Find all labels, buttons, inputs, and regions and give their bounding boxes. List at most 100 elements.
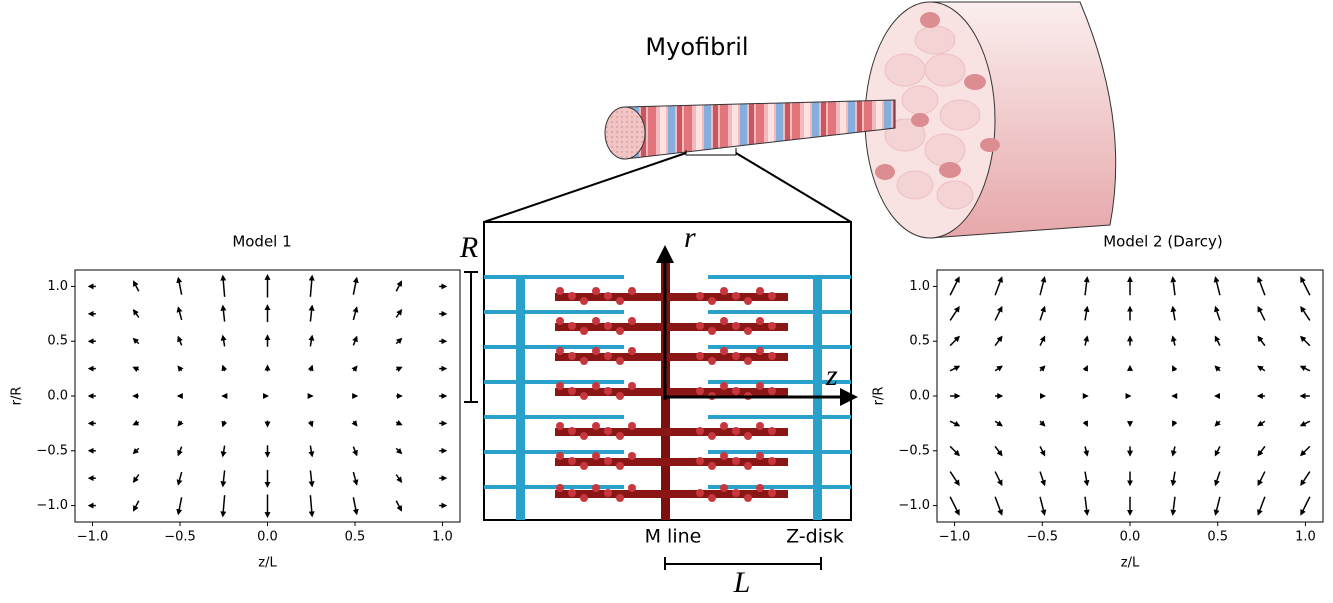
- quiver-arrow: [1082, 420, 1088, 427]
- quiver-arrow: [1039, 305, 1046, 321]
- quiver-arrow: [994, 420, 1003, 427]
- sarcomere-diagram: [483, 221, 852, 521]
- myosin-head: [732, 352, 740, 360]
- quiver-arrow: [177, 420, 184, 427]
- myosin-head: [556, 287, 564, 295]
- m-line-label: M line: [645, 526, 702, 548]
- quiver-arrow: [1299, 420, 1311, 427]
- actin-line: [484, 310, 624, 314]
- myosin-head: [732, 489, 740, 497]
- myosin-head: [696, 457, 704, 465]
- quiver-arrow: [994, 276, 1003, 296]
- quiver-arrow: [395, 474, 403, 484]
- quiver-arrow: [949, 305, 960, 321]
- y-tick-label: −1.0: [36, 498, 68, 513]
- myosin-head: [696, 352, 704, 360]
- quiver-arrow: [308, 470, 315, 488]
- quiver-arrow: [132, 474, 140, 484]
- quiver-arrow: [307, 420, 314, 428]
- quiver-arrow: [1083, 276, 1090, 296]
- myosin-head: [604, 489, 612, 497]
- myosin-head: [756, 484, 764, 492]
- quiver-arrow: [176, 497, 183, 516]
- quiver-arrow: [395, 308, 403, 318]
- myosin-head: [604, 352, 612, 360]
- myosin-head: [756, 382, 764, 390]
- x-tick-label: 1.0: [1295, 530, 1316, 545]
- myosin-head: [568, 489, 576, 497]
- actin-line: [708, 450, 851, 454]
- actin-line: [708, 345, 851, 349]
- myosin-head: [768, 322, 776, 330]
- myosin-head: [708, 357, 716, 365]
- quiver-arrow: [220, 334, 227, 347]
- quiver-arrow: [395, 419, 403, 426]
- quiver-arrow: [1213, 276, 1221, 296]
- y-tick-label: −0.5: [898, 443, 930, 458]
- myosin-head: [616, 357, 624, 365]
- z-disk-label: Z-disk: [786, 526, 844, 548]
- quiver-arrow: [1213, 496, 1221, 516]
- quiver-arrow: [1039, 446, 1046, 457]
- myosin-head: [744, 297, 752, 305]
- quiver-arrow: [1083, 305, 1090, 321]
- myosin-head: [744, 494, 752, 502]
- myosin-head: [568, 352, 576, 360]
- quiver-arrow: [1039, 335, 1046, 346]
- myosin-head: [720, 317, 728, 325]
- myosin-head: [592, 287, 600, 295]
- myosin-head: [732, 427, 740, 435]
- y-tick-label: 1.0: [909, 279, 930, 294]
- myosin-head: [580, 327, 588, 335]
- quiver-arrow: [308, 274, 315, 297]
- quiver-arrow: [1082, 365, 1088, 372]
- myosin-head: [744, 357, 752, 365]
- actin-line: [484, 275, 624, 279]
- quiver-arrow: [395, 337, 403, 345]
- myosin-head: [708, 297, 716, 305]
- actin-line: [708, 310, 851, 314]
- x-tick-label: −1.0: [939, 530, 971, 545]
- myosin-head: [708, 494, 716, 502]
- quiver-arrow: [1300, 471, 1311, 487]
- myosin-head: [696, 292, 704, 300]
- myosin-head: [568, 427, 576, 435]
- quiver-arrow: [177, 335, 183, 346]
- x-tick-label: 0.5: [345, 530, 366, 545]
- quiver-arrow: [176, 471, 183, 486]
- x-tick-label: 0.5: [1207, 530, 1228, 545]
- myosin-filament: [555, 293, 788, 301]
- quiver-arrow: [949, 335, 961, 347]
- actin-line: [484, 485, 624, 489]
- quiver-arrow: [395, 280, 402, 292]
- radius-bracket: [464, 271, 478, 403]
- quiver-arrow: [1300, 305, 1311, 321]
- quiver-arrow: [132, 419, 140, 426]
- quiver-arrow: [949, 496, 960, 516]
- quiver-arrow: [307, 364, 314, 372]
- actin-line: [708, 275, 851, 279]
- quiver-arrow: [1083, 335, 1090, 346]
- quiver-arrow: [176, 306, 183, 321]
- myosin-head: [604, 457, 612, 465]
- myosin-head: [768, 457, 776, 465]
- quiver-arrow: [132, 447, 140, 455]
- myosin-head: [592, 484, 600, 492]
- quiver-arrow: [949, 365, 961, 372]
- quiver-arrow: [1172, 420, 1178, 427]
- quiver-arrow: [352, 335, 358, 346]
- myosin-head: [628, 484, 636, 492]
- myosin-head: [568, 322, 576, 330]
- length-label: L: [733, 566, 751, 599]
- myosin-head: [720, 452, 728, 460]
- quiver-arrow: [1214, 365, 1221, 372]
- quiver-arrow: [352, 306, 359, 321]
- quiver-arrow: [220, 495, 227, 518]
- myosin-head: [756, 287, 764, 295]
- length-bracket: [664, 557, 822, 570]
- muscle-illustration: [864, 1, 1117, 239]
- x-tick-label: −0.5: [164, 530, 196, 545]
- y-tick-label: 0.0: [47, 389, 68, 404]
- quiver-arrow: [352, 471, 359, 486]
- quiver-arrow: [1257, 305, 1266, 321]
